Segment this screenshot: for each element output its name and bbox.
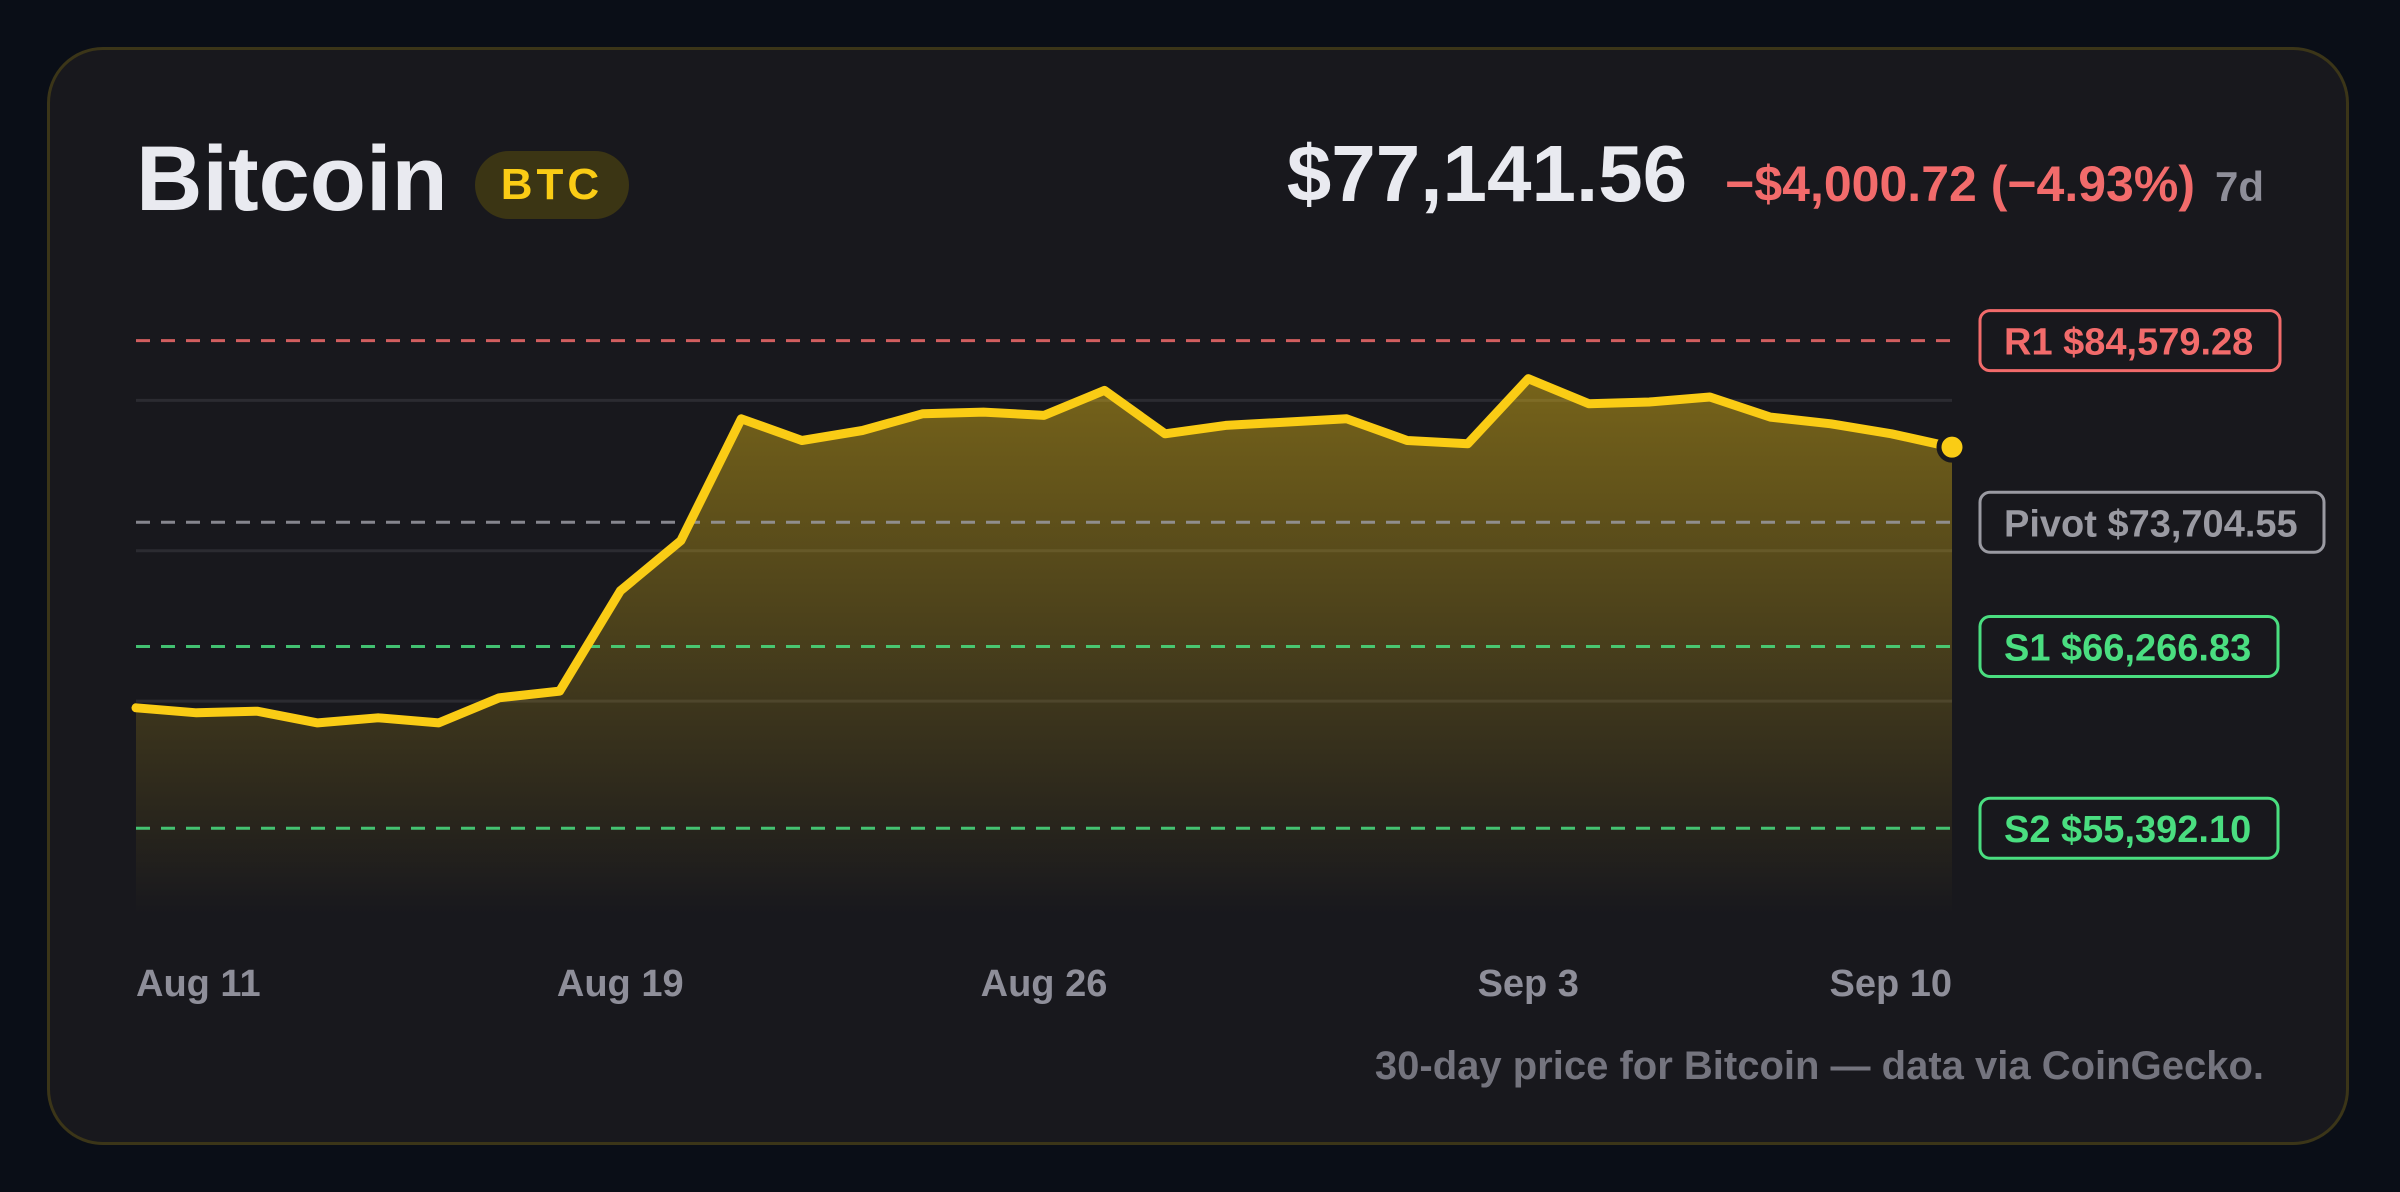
line-layer xyxy=(131,374,1968,728)
level-label-support: S2 $55,392.10 xyxy=(1978,796,2280,860)
level-label-text: R1 $84,579.28 xyxy=(2004,322,2253,364)
tick-layer: Aug 11 Aug 19 Aug 26 Sep 3 Sep 10 xyxy=(136,963,1952,1005)
change-period: 7d xyxy=(2214,163,2264,210)
level-layer xyxy=(136,339,1952,830)
level-label-box xyxy=(1978,490,2326,554)
level-label-text: S2 $55,392.10 xyxy=(2004,809,2251,851)
price-summary: $77,141.56 −$4,000.72 (−4.93%) 7d xyxy=(1287,128,2264,220)
x-tick-label: Sep 3 xyxy=(1478,963,1579,1005)
latest-price-dot xyxy=(1936,431,1968,463)
level-label-text: S1 $66,266.83 xyxy=(2004,628,2251,670)
level-label-box xyxy=(1978,796,2280,860)
price-line xyxy=(131,374,1957,728)
x-tick-label: Aug 26 xyxy=(981,963,1108,1005)
ticker-badge: BTC xyxy=(475,151,629,219)
chart-caption: 30-day price for Bitcoin — data via Coin… xyxy=(1374,1044,2264,1088)
level-label-box xyxy=(1978,615,2280,679)
level-label-text: Pivot $73,704.55 xyxy=(2004,503,2298,545)
x-tick-label: Aug 19 xyxy=(557,963,684,1005)
level-label-box xyxy=(1978,309,2282,373)
current-price: $77,141.56 xyxy=(1286,129,1688,218)
level-label-support: S1 $66,266.83 xyxy=(1978,615,2280,679)
label-layer: R1 $84,579.28 Pivot $73,704.55 S1 $66,266.… xyxy=(1978,309,2326,860)
price-change: −$4,000.72 (−4.93%) xyxy=(1725,156,2195,212)
x-tick-label: Sep 10 xyxy=(1829,963,1952,1005)
x-tick-label: Aug 11 xyxy=(136,963,261,1005)
level-label-resistance: R1 $84,579.28 xyxy=(1978,309,2282,373)
level-label-pivot: Pivot $73,704.55 xyxy=(1978,490,2326,554)
coin-name: Bitcoin xyxy=(136,128,448,230)
